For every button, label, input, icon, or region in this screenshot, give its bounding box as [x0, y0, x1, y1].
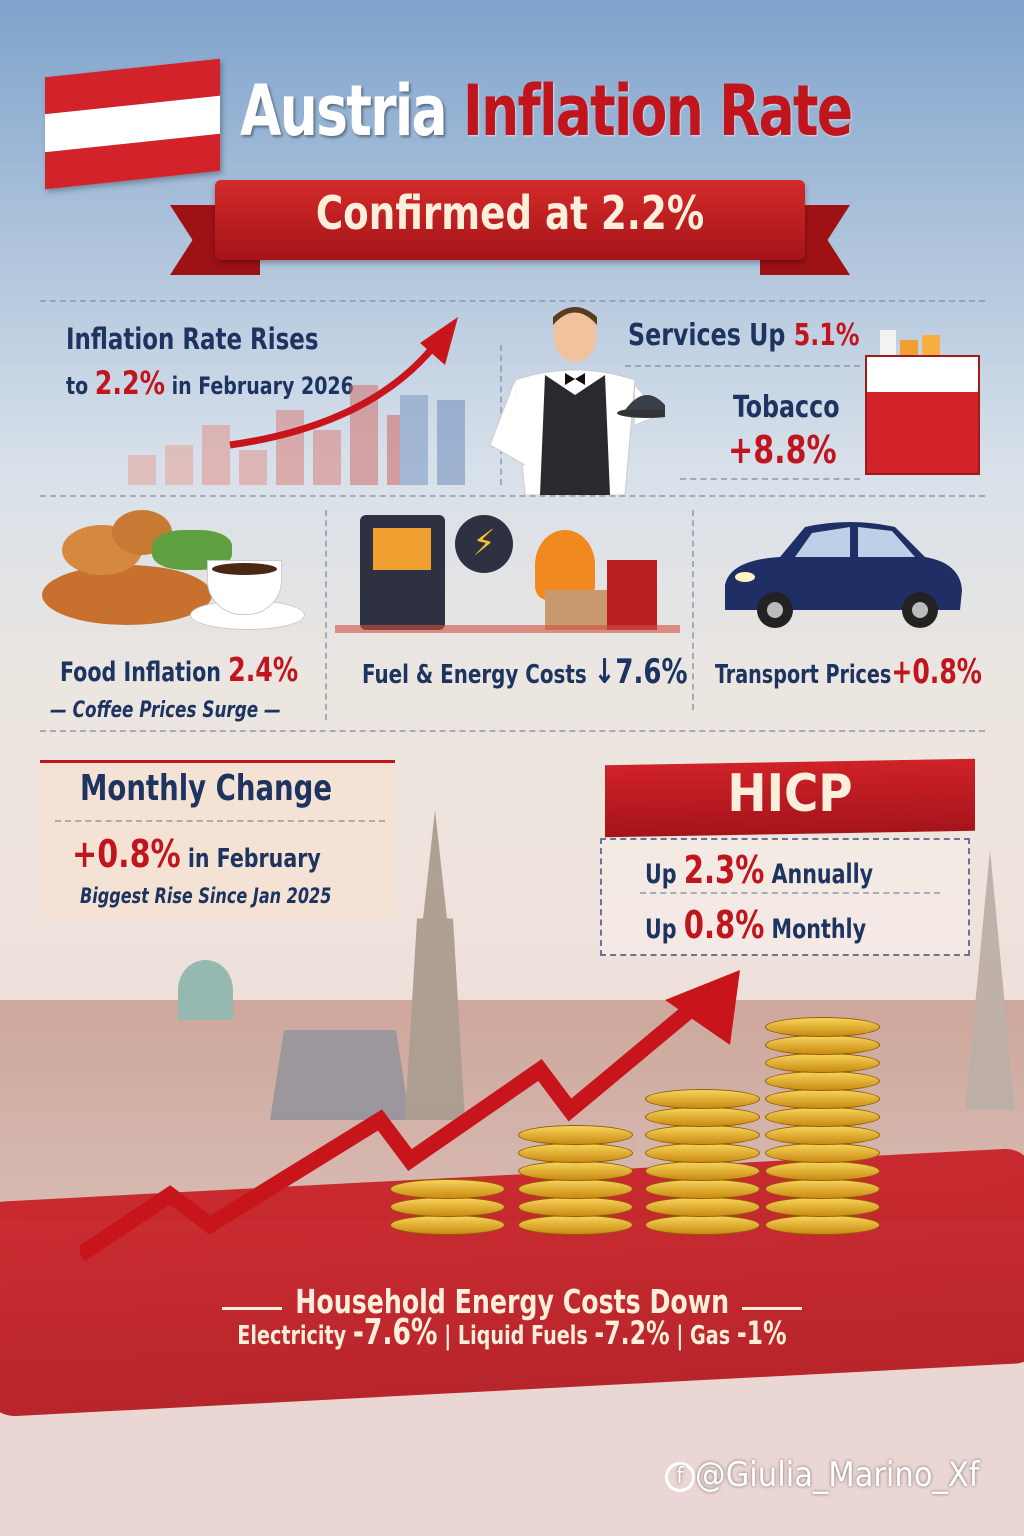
fuel-pump-and-energy-illustration: ⚡ [335, 510, 680, 635]
services-stat: Services Up 5.1% [628, 318, 860, 353]
coin [765, 1125, 880, 1145]
coin [765, 1089, 880, 1109]
coin [765, 1179, 880, 1199]
transport-stat: Transport Prices+0.8% [715, 652, 982, 692]
coin [645, 1197, 760, 1217]
hicp-card [600, 838, 970, 956]
coin [518, 1161, 633, 1181]
coin [645, 1215, 760, 1235]
coin [518, 1197, 633, 1217]
coin [518, 1143, 633, 1163]
household-energy-details: Electricity -7.6% | Liquid Fuels -7.2% |… [237, 1312, 787, 1353]
monthly-change-value: +0.8% in February [72, 832, 321, 876]
coffee-note: — Coffee Prices Surge — [50, 698, 281, 723]
coin [645, 1125, 760, 1145]
cigarette-pack-icon [865, 330, 980, 475]
banner-ribbon [215, 180, 805, 260]
coin [645, 1143, 760, 1163]
tobacco-value: +8.8% [728, 428, 837, 472]
headline-line2: to 2.2% in February 2026 [66, 364, 354, 402]
coin [765, 1197, 880, 1217]
coin [765, 1035, 880, 1055]
coin [390, 1197, 505, 1217]
coin [765, 1161, 880, 1181]
coin [765, 1071, 880, 1091]
page-title: Austria Inflation Rate [240, 70, 853, 152]
coin [645, 1179, 760, 1199]
monthly-change-card [40, 760, 395, 918]
title-country: Austria [240, 70, 448, 152]
rising-arrow-icon [229, 317, 458, 449]
coin [765, 1107, 880, 1127]
hicp-annual: Up 2.3% Annually [645, 848, 874, 892]
coin [645, 1107, 760, 1127]
coin-stacks-icon [390, 1000, 880, 1235]
household-energy-title: Household Energy Costs Down [295, 1282, 729, 1321]
rising-zigzag-arrow-icon [80, 970, 740, 1262]
coin [390, 1179, 505, 1199]
coin [645, 1089, 760, 1109]
coin [518, 1125, 633, 1145]
car-icon [725, 522, 962, 628]
coin [765, 1053, 880, 1073]
coin [765, 1215, 880, 1235]
hicp-title: HICP [727, 764, 853, 824]
lightning-icon: ⚡ [455, 515, 513, 573]
food-and-coffee-illustration [42, 505, 307, 635]
hicp-monthly: Up 0.8% Monthly [645, 903, 867, 947]
tobacco-label: Tobacco [733, 390, 840, 425]
monthly-change-title: Monthly Change [80, 768, 333, 809]
monthly-change-note: Biggest Rise Since Jan 2025 [80, 884, 332, 908]
fuel-energy-stat: Fuel & Energy Costs ↓7.6% [362, 652, 688, 692]
title-topic: Inflation Rate [462, 70, 853, 152]
food-inflation-stat: Food Inflation 2.4% [60, 650, 299, 689]
coin [765, 1143, 880, 1163]
austria-flag-icon [45, 58, 220, 190]
household-energy-title-row: Household Energy Costs Down [0, 1282, 1024, 1321]
coin [518, 1215, 633, 1235]
coin [518, 1179, 633, 1199]
waiter-icon [489, 307, 665, 495]
banner-text: Confirmed at 2.2% [315, 186, 705, 240]
headline-line1: Inflation Rate Rises [66, 322, 319, 356]
coin [645, 1161, 760, 1181]
coin [765, 1017, 880, 1037]
facebook-icon: f [665, 1461, 695, 1492]
coin [390, 1215, 505, 1235]
watermark: f @Giulia_Marino_Xf [665, 1455, 980, 1495]
